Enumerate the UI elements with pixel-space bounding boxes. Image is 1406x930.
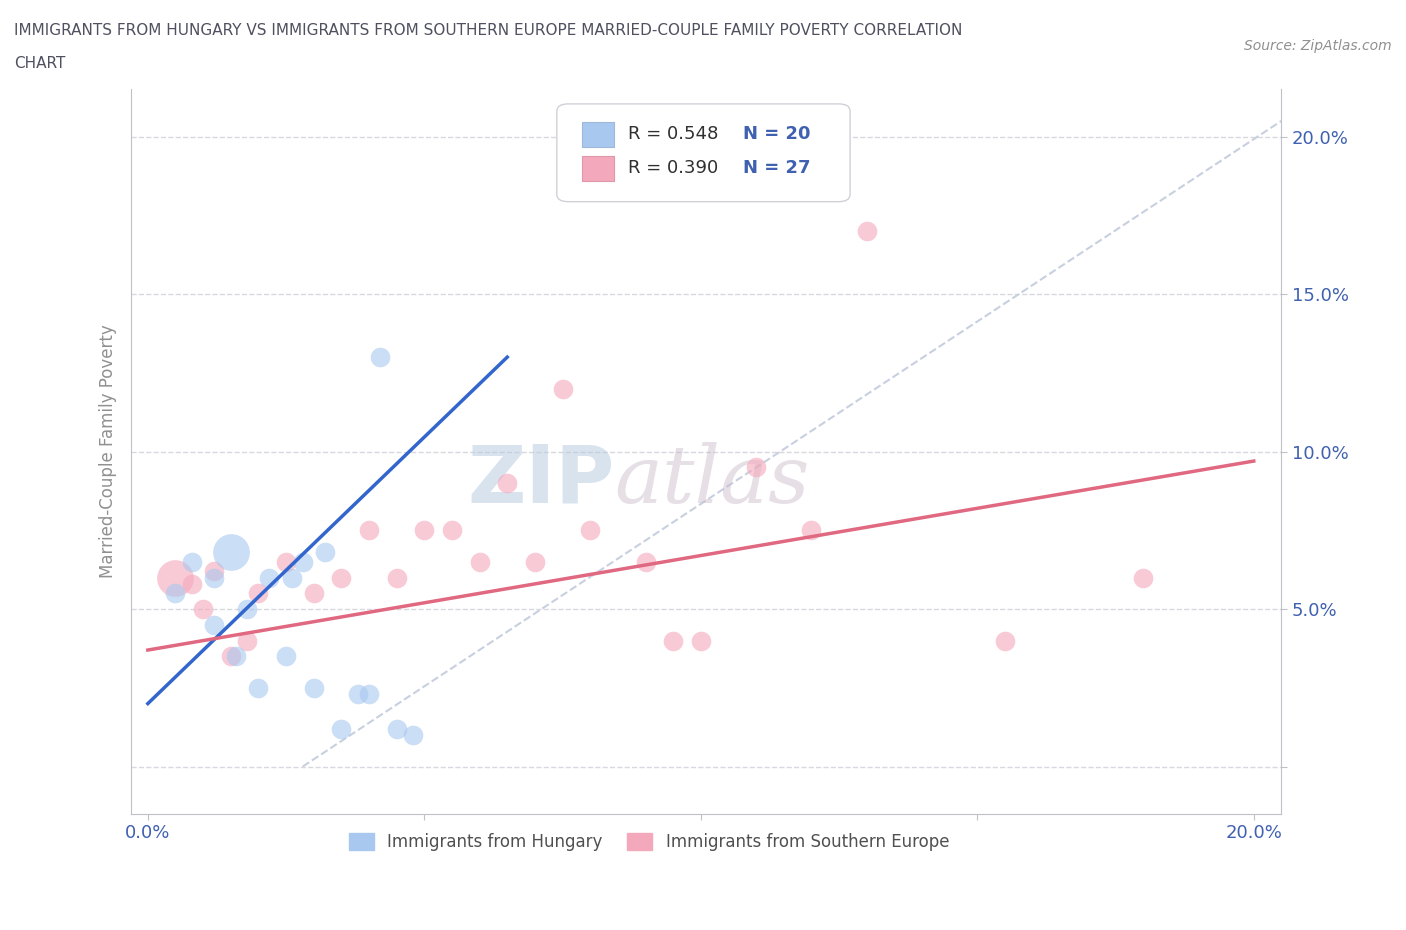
Point [385, 570, 408, 585]
Point [225, 649, 247, 664]
Point [523, 554, 546, 569]
Point [800, 523, 823, 538]
Point [302, 586, 325, 601]
Point [191, 602, 214, 617]
Point [202, 564, 225, 578]
Legend: Immigrants from Hungary, Immigrants from Southern Europe: Immigrants from Hungary, Immigrants from… [340, 825, 957, 860]
Point [219, 649, 242, 664]
Text: N = 20: N = 20 [744, 126, 811, 143]
Point [689, 633, 711, 648]
FancyBboxPatch shape [582, 122, 614, 147]
Point [219, 545, 242, 560]
Point [468, 554, 491, 569]
Point [236, 633, 259, 648]
Point [202, 570, 225, 585]
Point [202, 618, 225, 632]
Point [165, 570, 187, 585]
FancyBboxPatch shape [582, 156, 614, 181]
Point [165, 586, 187, 601]
Point [280, 570, 302, 585]
Text: R = 0.390: R = 0.390 [628, 159, 718, 178]
Point [662, 633, 685, 648]
Point [247, 681, 270, 696]
Point [314, 545, 336, 560]
Point [368, 350, 391, 365]
FancyBboxPatch shape [557, 104, 851, 202]
Point [745, 460, 768, 475]
Point [181, 577, 204, 591]
Point [247, 586, 270, 601]
Point [357, 523, 380, 538]
Text: R = 0.548: R = 0.548 [628, 126, 718, 143]
Point [347, 686, 370, 701]
Point [357, 686, 380, 701]
Point [385, 722, 408, 737]
Point [855, 224, 877, 239]
Text: N = 27: N = 27 [744, 159, 811, 178]
Text: ZIP: ZIP [467, 442, 614, 520]
Point [291, 554, 314, 569]
Point [634, 554, 657, 569]
Point [496, 475, 519, 490]
Point [330, 570, 353, 585]
Point [181, 554, 204, 569]
Point [402, 727, 425, 742]
Point [994, 633, 1017, 648]
Point [413, 523, 436, 538]
Point [440, 523, 463, 538]
Text: atlas: atlas [614, 442, 810, 519]
Point [579, 523, 602, 538]
Point [236, 602, 259, 617]
Point [330, 722, 353, 737]
Point [274, 554, 297, 569]
Text: IMMIGRANTS FROM HUNGARY VS IMMIGRANTS FROM SOUTHERN EUROPE MARRIED-COUPLE FAMILY: IMMIGRANTS FROM HUNGARY VS IMMIGRANTS FR… [14, 23, 963, 38]
Text: Source: ZipAtlas.com: Source: ZipAtlas.com [1244, 39, 1392, 53]
Y-axis label: Married-Couple Family Poverty: Married-Couple Family Poverty [100, 325, 117, 578]
Text: CHART: CHART [14, 56, 66, 71]
Point [274, 649, 297, 664]
Point [302, 681, 325, 696]
Point [259, 570, 281, 585]
Point [551, 381, 574, 396]
Point [1132, 570, 1154, 585]
